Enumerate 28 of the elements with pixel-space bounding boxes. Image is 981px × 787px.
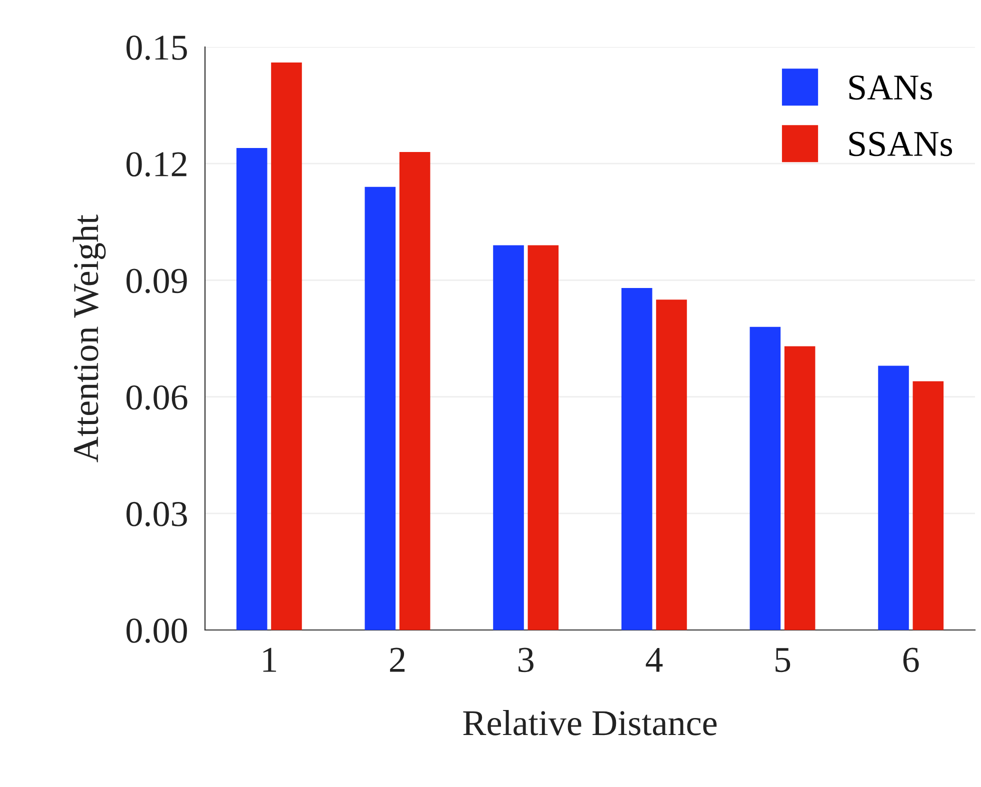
- x-tick-label: 1: [263, 648, 276, 672]
- y-tick-label: 0.06: [126, 385, 188, 410]
- x-tick-label: 6: [903, 648, 919, 672]
- bar: [271, 62, 302, 630]
- bar: [236, 148, 268, 630]
- bar: [878, 366, 909, 630]
- bar: [656, 300, 687, 630]
- bar: [364, 186, 396, 630]
- y-tick-label: 0.15: [126, 36, 187, 60]
- legend-label: SANs: [849, 75, 932, 100]
- legend-label: SSANs: [849, 132, 952, 156]
- x-tick-label: 2: [390, 648, 405, 672]
- y-axis-title: Attention Weight: [72, 214, 106, 462]
- bar: [528, 245, 559, 630]
- bar: [399, 152, 430, 630]
- x-axis-title: Relative Distance: [463, 710, 717, 736]
- bar: [912, 381, 944, 630]
- bar: [784, 346, 816, 630]
- y-tick-label: 0.00: [126, 618, 187, 644]
- bar: [493, 245, 524, 630]
- bar: [750, 326, 781, 630]
- x-tick-label: 3: [518, 648, 534, 672]
- bar: [621, 288, 652, 630]
- x-tick-label: 4: [646, 648, 663, 672]
- y-tick-label: 0.09: [126, 268, 187, 294]
- y-tick-label: 0.12: [126, 152, 186, 177]
- x-tick-label: 5: [776, 648, 790, 672]
- y-tick-label: 0.03: [126, 502, 187, 526]
